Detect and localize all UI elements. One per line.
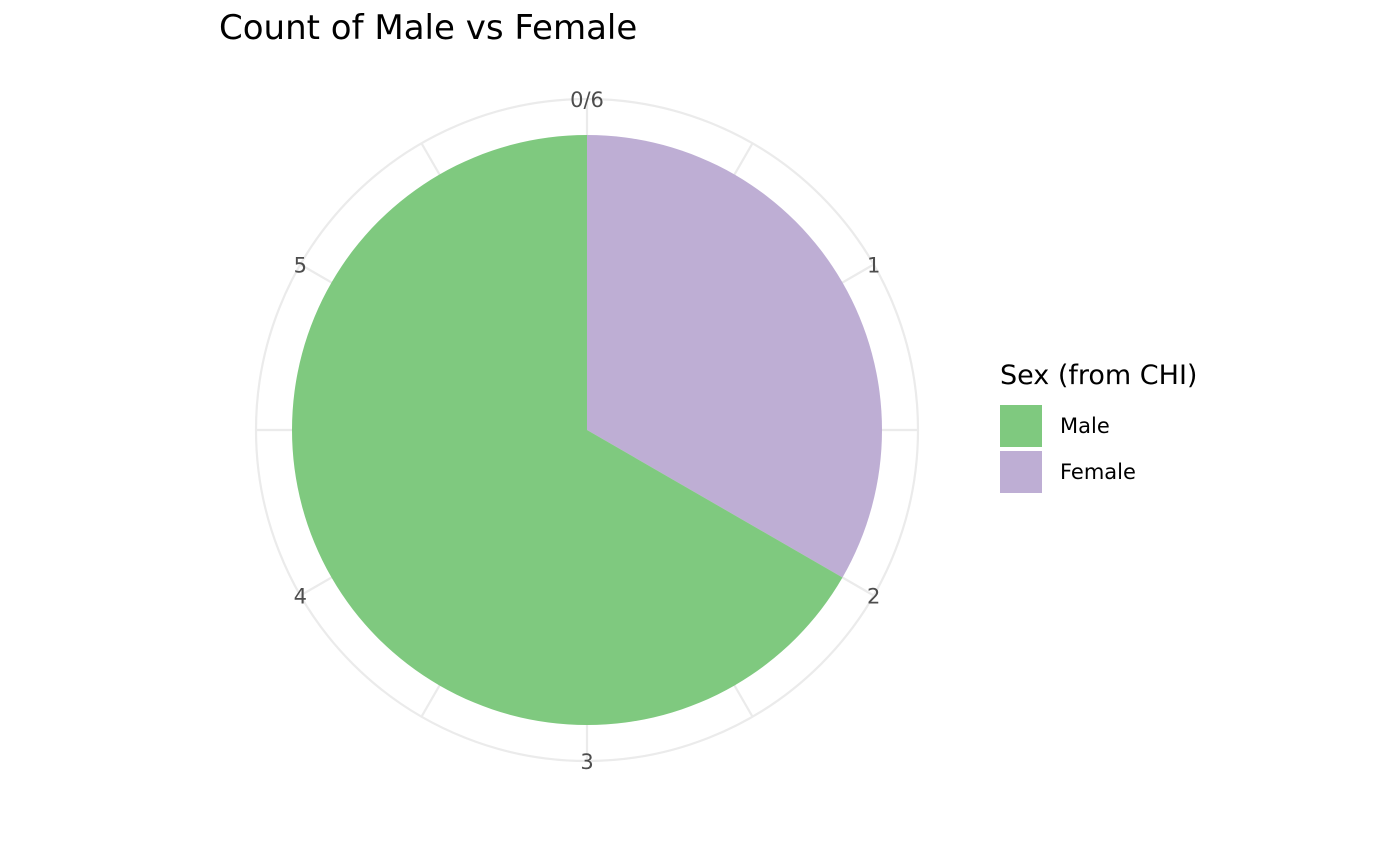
legend-swatch-female <box>1000 451 1042 493</box>
angle-tick-label: 1 <box>867 254 880 278</box>
angle-tick-label: 3 <box>580 750 593 774</box>
legend-item-male: Male <box>1000 403 1197 449</box>
pie-slice-male <box>291 135 843 725</box>
legend-label-female: Female <box>1060 460 1136 484</box>
legend-item-female: Female <box>1000 449 1197 495</box>
legend: Sex (from CHI) Male Female <box>1000 360 1197 495</box>
angle-tick-label: 2 <box>867 585 880 609</box>
pie-slices <box>291 135 882 725</box>
angle-tick-label: 4 <box>294 585 307 609</box>
angle-tick-label: 5 <box>294 254 307 278</box>
legend-title: Sex (from CHI) <box>1000 360 1198 391</box>
pie-slice-female <box>587 135 882 578</box>
angle-tick-labels: 0/6 1 2 3 4 5 <box>294 88 881 774</box>
legend-label-male: Male <box>1060 414 1110 438</box>
angle-tick-label: 0/6 <box>570 88 604 112</box>
chart-title: Count of Male vs Female <box>219 8 638 48</box>
legend-swatch-male <box>1000 405 1042 447</box>
